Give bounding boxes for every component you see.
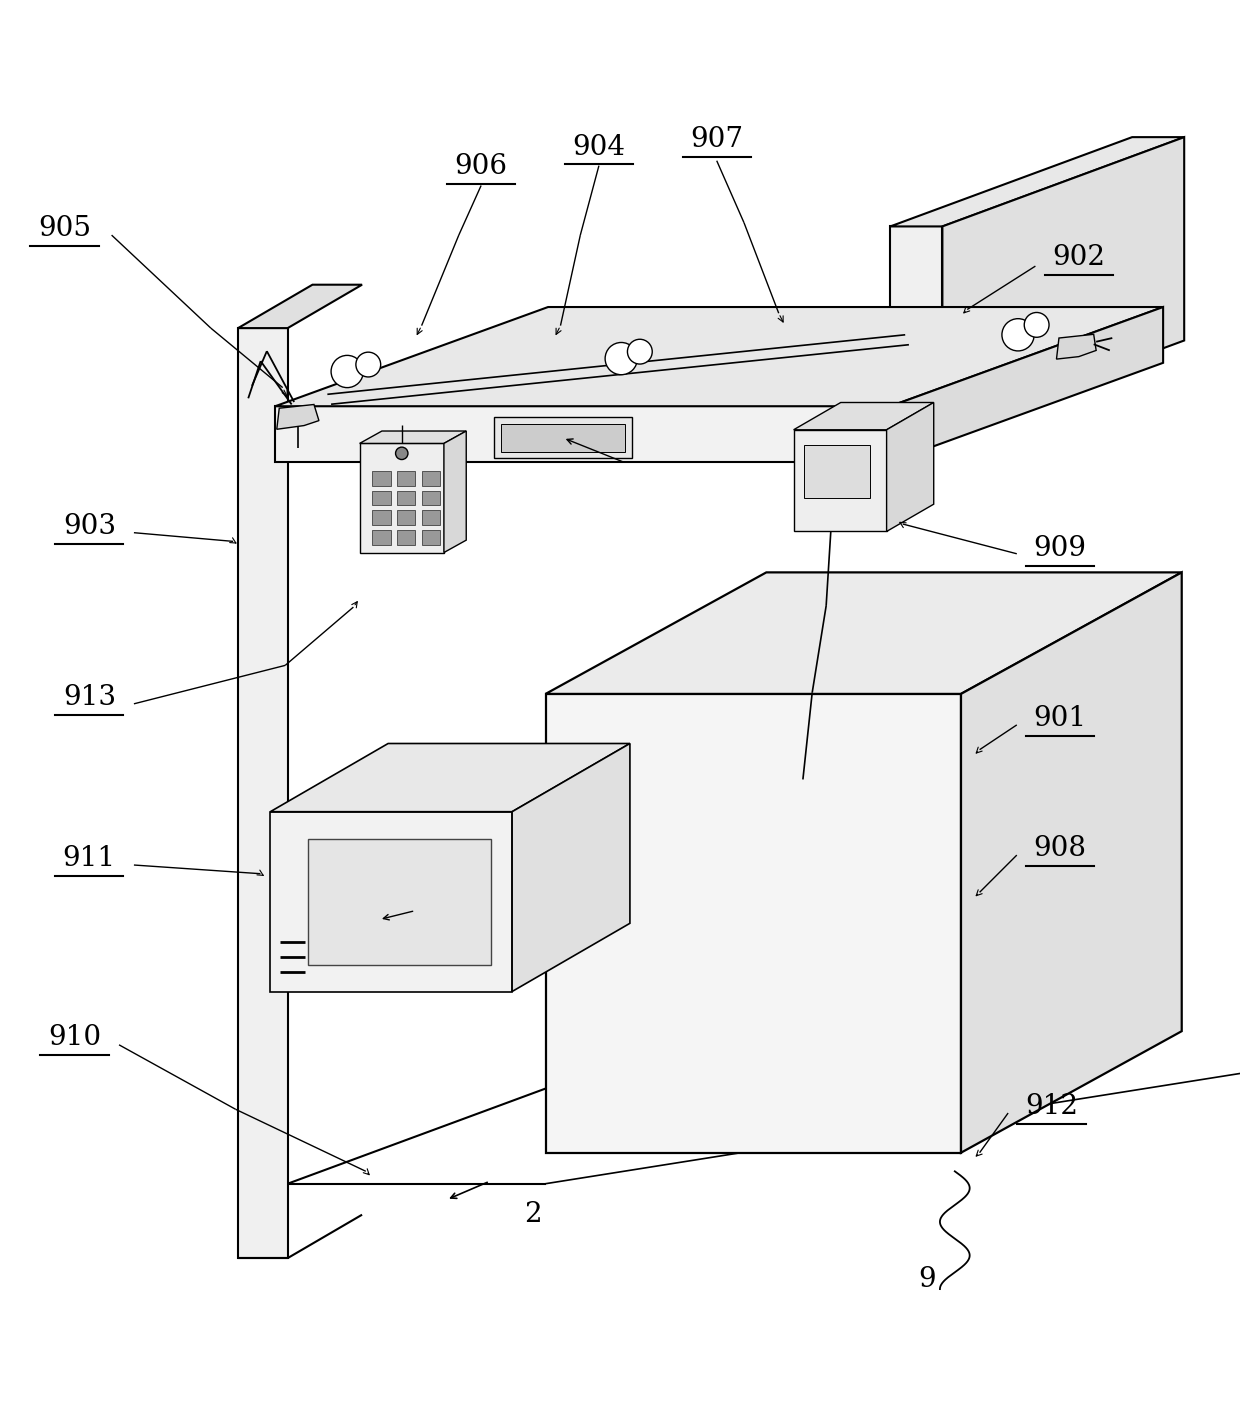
Polygon shape bbox=[372, 530, 391, 546]
Text: 911: 911 bbox=[63, 845, 115, 872]
Polygon shape bbox=[238, 328, 288, 1258]
Polygon shape bbox=[961, 573, 1182, 1153]
Polygon shape bbox=[360, 430, 466, 443]
Polygon shape bbox=[890, 227, 942, 430]
Polygon shape bbox=[512, 744, 630, 992]
Polygon shape bbox=[397, 470, 415, 486]
Polygon shape bbox=[238, 285, 362, 328]
Polygon shape bbox=[397, 510, 415, 526]
Circle shape bbox=[331, 355, 363, 388]
Polygon shape bbox=[397, 490, 415, 506]
Polygon shape bbox=[1056, 335, 1096, 359]
Polygon shape bbox=[422, 470, 440, 486]
Polygon shape bbox=[360, 443, 444, 553]
Polygon shape bbox=[942, 137, 1184, 430]
Polygon shape bbox=[308, 839, 491, 966]
Polygon shape bbox=[372, 490, 391, 506]
Polygon shape bbox=[890, 137, 1184, 227]
Polygon shape bbox=[275, 406, 890, 462]
Text: 904: 904 bbox=[573, 134, 625, 161]
Polygon shape bbox=[422, 510, 440, 526]
Polygon shape bbox=[270, 812, 512, 992]
Circle shape bbox=[627, 339, 652, 363]
Polygon shape bbox=[494, 418, 632, 459]
Text: 909: 909 bbox=[1034, 536, 1086, 563]
Polygon shape bbox=[372, 510, 391, 526]
Text: 910: 910 bbox=[48, 1025, 100, 1050]
Polygon shape bbox=[277, 405, 319, 429]
Polygon shape bbox=[546, 694, 961, 1153]
Polygon shape bbox=[444, 430, 466, 553]
Circle shape bbox=[356, 352, 381, 378]
Circle shape bbox=[605, 342, 637, 375]
Text: 906: 906 bbox=[455, 154, 507, 181]
Text: 901: 901 bbox=[1034, 705, 1086, 732]
Text: 912: 912 bbox=[1025, 1093, 1078, 1120]
Polygon shape bbox=[397, 530, 415, 546]
Text: 2: 2 bbox=[525, 1201, 542, 1228]
Polygon shape bbox=[422, 490, 440, 506]
Text: 907: 907 bbox=[691, 127, 743, 152]
Polygon shape bbox=[887, 402, 934, 532]
Text: 913: 913 bbox=[63, 684, 115, 711]
Polygon shape bbox=[372, 470, 391, 486]
Circle shape bbox=[1002, 319, 1034, 351]
Text: 903: 903 bbox=[63, 513, 115, 540]
Text: 9: 9 bbox=[919, 1265, 936, 1292]
Polygon shape bbox=[794, 402, 934, 430]
Polygon shape bbox=[275, 306, 1163, 406]
Text: 908: 908 bbox=[1034, 835, 1086, 862]
Polygon shape bbox=[501, 423, 625, 452]
Polygon shape bbox=[794, 430, 887, 532]
Polygon shape bbox=[270, 744, 630, 812]
Text: 902: 902 bbox=[1053, 244, 1105, 271]
Polygon shape bbox=[546, 573, 1182, 694]
Text: 905: 905 bbox=[38, 215, 91, 242]
Polygon shape bbox=[890, 306, 1163, 462]
Polygon shape bbox=[804, 445, 870, 497]
Circle shape bbox=[396, 447, 408, 459]
Circle shape bbox=[1024, 312, 1049, 338]
Polygon shape bbox=[422, 530, 440, 546]
